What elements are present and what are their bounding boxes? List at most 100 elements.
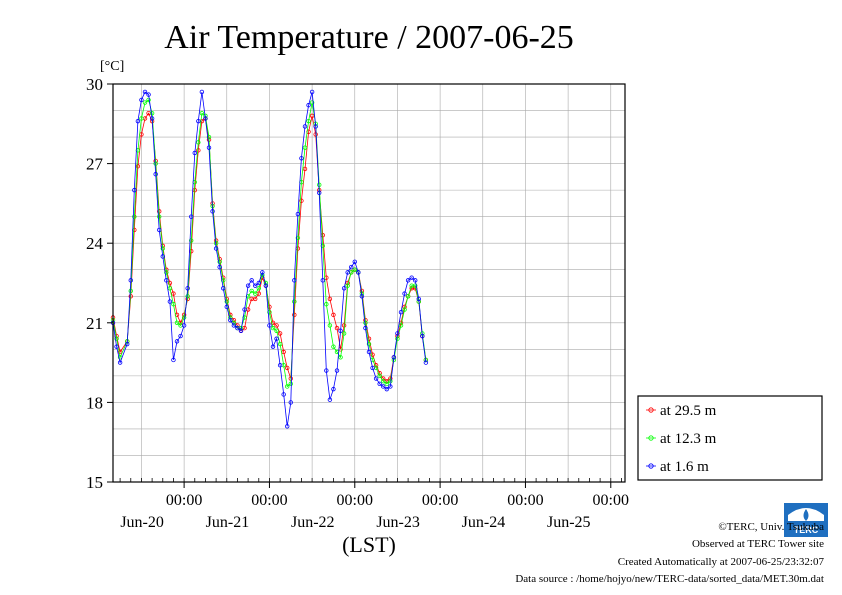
- data-point: [192, 150, 197, 156]
- terc-logo: TERC: [784, 503, 828, 537]
- y-tick-label: 27: [86, 155, 104, 174]
- data-point: [199, 89, 205, 95]
- data-point: [277, 341, 283, 347]
- data-point: [260, 270, 265, 275]
- x-tick-time-label: 00:00: [507, 492, 543, 509]
- series-at-1-6-m: [110, 89, 429, 429]
- data-point: [359, 294, 365, 299]
- data-point: [146, 92, 151, 97]
- y-tick-label: 30: [86, 75, 103, 94]
- data-point: [306, 118, 311, 124]
- data-point: [331, 312, 336, 318]
- x-tick-time-label: 00:00: [593, 492, 629, 509]
- data-point: [178, 333, 183, 339]
- data-point: [381, 378, 386, 384]
- data-point: [341, 323, 347, 328]
- data-point: [181, 315, 187, 320]
- data-point: [245, 283, 251, 288]
- data-point: [277, 363, 283, 368]
- data-point: [199, 110, 205, 116]
- data-point: [288, 400, 293, 405]
- data-point: [242, 307, 247, 312]
- data-point: [413, 278, 418, 283]
- data-point: [253, 283, 258, 288]
- data-point: [352, 259, 357, 264]
- data-point: [217, 264, 222, 270]
- data-point: [363, 325, 368, 331]
- data-point: [149, 110, 155, 116]
- data-point: [317, 190, 322, 195]
- legend-box: [637, 395, 823, 481]
- data-point: [327, 397, 333, 402]
- data-point: [320, 278, 325, 283]
- data-point: [263, 283, 269, 288]
- data-point: [242, 315, 247, 320]
- data-point: [395, 331, 400, 336]
- data-point: [171, 302, 176, 307]
- data-point: [349, 264, 354, 270]
- data-point: [288, 381, 293, 387]
- legend-items: at 29.5 m at 12.3 m at 1.6 m: [646, 403, 717, 475]
- data-point: [302, 124, 308, 129]
- series-layer: [110, 89, 429, 429]
- observed-text: Observed at TERC Tower site: [691, 538, 824, 550]
- x-tick-date-label: Jun-24: [462, 514, 506, 531]
- data-point: [142, 100, 148, 105]
- data-point: [146, 97, 151, 103]
- data-point: [292, 278, 297, 283]
- data-point: [256, 280, 261, 286]
- data-point: [189, 214, 194, 219]
- data-point: [324, 302, 329, 307]
- x-tick-time-label: 00:00: [251, 492, 287, 509]
- legend-label: at 12.3 m: [660, 431, 717, 447]
- data-point: [149, 116, 155, 121]
- data-point: [267, 309, 272, 315]
- data-point: [405, 294, 411, 299]
- data-point: [128, 278, 133, 283]
- legend-marker: [648, 435, 654, 441]
- data-point: [285, 424, 290, 429]
- data-point: [405, 278, 411, 283]
- data-point: [270, 325, 276, 331]
- data-point: [185, 294, 190, 299]
- data-point: [277, 331, 283, 336]
- series-line: [112, 91, 427, 427]
- data-point: [292, 312, 297, 318]
- data-point: [174, 339, 180, 344]
- data-point: [196, 140, 201, 145]
- data-point: [249, 288, 254, 294]
- y-tick-label: 24: [86, 234, 104, 253]
- data-point: [285, 384, 290, 389]
- y-tick-label: 18: [86, 393, 103, 412]
- data-point: [309, 113, 315, 119]
- data-point: [373, 376, 379, 381]
- data-point: [132, 214, 137, 219]
- data-point: [306, 103, 311, 108]
- legend: at 29.5 m at 12.3 m at 1.6 m: [637, 395, 823, 481]
- data-point: [164, 278, 169, 283]
- series-at-12-3-m: [110, 97, 429, 389]
- data-point: [217, 259, 222, 264]
- data-point: [256, 286, 261, 291]
- data-point: [292, 299, 297, 304]
- data-point: [157, 227, 162, 233]
- svg-text:TERC: TERC: [794, 525, 819, 535]
- data-point: [285, 365, 290, 371]
- data-point: [139, 116, 144, 121]
- data-point: [196, 148, 201, 153]
- legend-marker: [648, 463, 654, 469]
- data-point: [395, 336, 400, 341]
- data-point: [381, 384, 386, 389]
- data-point: [196, 118, 201, 124]
- data-point: [295, 211, 301, 217]
- data-point: [224, 299, 229, 304]
- x-tick-date-label: Jun-23: [376, 514, 420, 531]
- data-point: [139, 97, 144, 103]
- data-point: [341, 286, 347, 291]
- data-point: [153, 161, 158, 166]
- data-point: [228, 317, 233, 323]
- y-axis-unit-label: [°C]: [100, 59, 124, 74]
- x-tick-date-label: Jun-20: [120, 514, 164, 531]
- data-point: [142, 89, 148, 95]
- data-point: [181, 323, 187, 328]
